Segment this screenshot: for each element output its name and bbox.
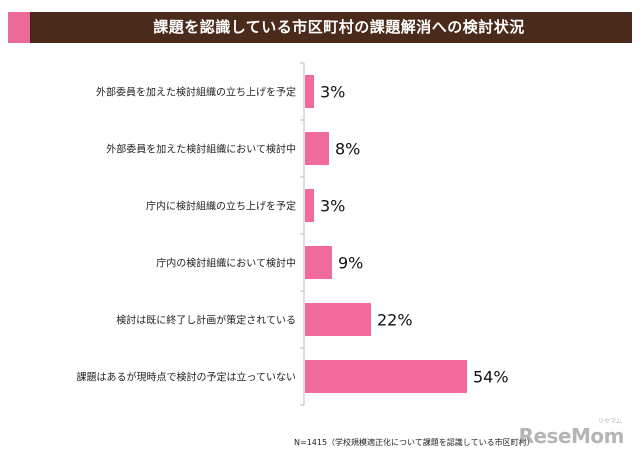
header-accent-block — [8, 12, 30, 43]
category-label: 外部委員を加えた検討組織において検討中 — [106, 143, 296, 156]
chart-title: 課題を認識している市区町村の課題解消への検討状況 — [153, 18, 525, 36]
value-label: 8% — [335, 140, 360, 159]
bar — [305, 303, 371, 336]
brand-logo: ReseMom — [518, 424, 625, 448]
category-label: 庁内の検討組織において検討中 — [156, 257, 296, 270]
value-label: 22% — [377, 311, 413, 330]
bar — [305, 75, 314, 108]
category-label: 課題はあるが現時点で検討の予定は立っていない — [77, 371, 297, 384]
value-label: 54% — [473, 368, 509, 387]
brand-ruby: リセマム — [597, 418, 622, 425]
chart-header: 課題を認識している市区町村の課題解消への検討状況 — [8, 12, 632, 43]
bar — [305, 189, 314, 222]
category-label: 庁内に検討組織の立ち上げを予定 — [146, 200, 296, 213]
value-label: 3% — [320, 83, 345, 102]
value-label: 3% — [320, 197, 345, 216]
bar — [305, 360, 467, 393]
category-label: 外部委員を加えた検討組織の立ち上げを予定 — [96, 86, 296, 99]
category-label: 検討は既に終了し計画が策定されている — [116, 314, 296, 327]
bar — [305, 132, 329, 165]
value-label: 9% — [338, 254, 363, 273]
bar — [305, 246, 332, 279]
footnote: N=1415（学校規模適正化について課題を認識している市区町村） — [294, 438, 535, 447]
